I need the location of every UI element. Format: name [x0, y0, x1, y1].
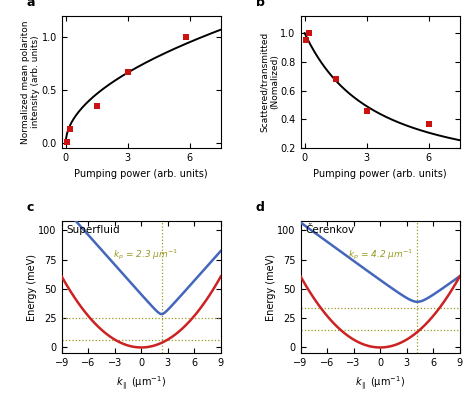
Y-axis label: Normalized mean polariton
intensity (arb. units): Normalized mean polariton intensity (arb… — [20, 20, 40, 144]
Y-axis label: Energy (meV): Energy (meV) — [266, 254, 276, 321]
Point — [182, 34, 190, 40]
Point — [332, 76, 339, 82]
Text: b: b — [256, 0, 265, 9]
Point — [302, 37, 310, 44]
Text: $k_p$ = 2.3 μm$^{-1}$: $k_p$ = 2.3 μm$^{-1}$ — [113, 247, 178, 262]
Y-axis label: Scattered/transmitted
(Nomalized): Scattered/transmitted (Nomalized) — [259, 32, 279, 132]
Text: c: c — [27, 201, 34, 214]
Point — [66, 126, 73, 132]
X-axis label: $k_{\parallel}$ (μm$^{-1}$): $k_{\parallel}$ (μm$^{-1}$) — [355, 374, 405, 392]
X-axis label: $k_{\parallel}$ (μm$^{-1}$): $k_{\parallel}$ (μm$^{-1}$) — [116, 374, 166, 392]
Point — [124, 69, 132, 75]
Point — [63, 139, 71, 145]
Point — [305, 30, 312, 36]
Text: d: d — [256, 201, 265, 214]
X-axis label: Pumping power (arb. units): Pumping power (arb. units) — [313, 169, 447, 179]
Point — [425, 121, 433, 127]
X-axis label: Pumping power (arb. units): Pumping power (arb. units) — [74, 169, 208, 179]
Point — [363, 108, 371, 114]
Text: $k_p$ = 4.2 μm$^{-1}$: $k_p$ = 4.2 μm$^{-1}$ — [348, 247, 413, 262]
Y-axis label: Energy (meV): Energy (meV) — [27, 254, 37, 321]
Text: a: a — [27, 0, 35, 9]
Text: Superfluid: Superfluid — [66, 225, 120, 235]
Text: Čerenkov: Čerenkov — [305, 225, 355, 235]
Point — [93, 103, 100, 109]
